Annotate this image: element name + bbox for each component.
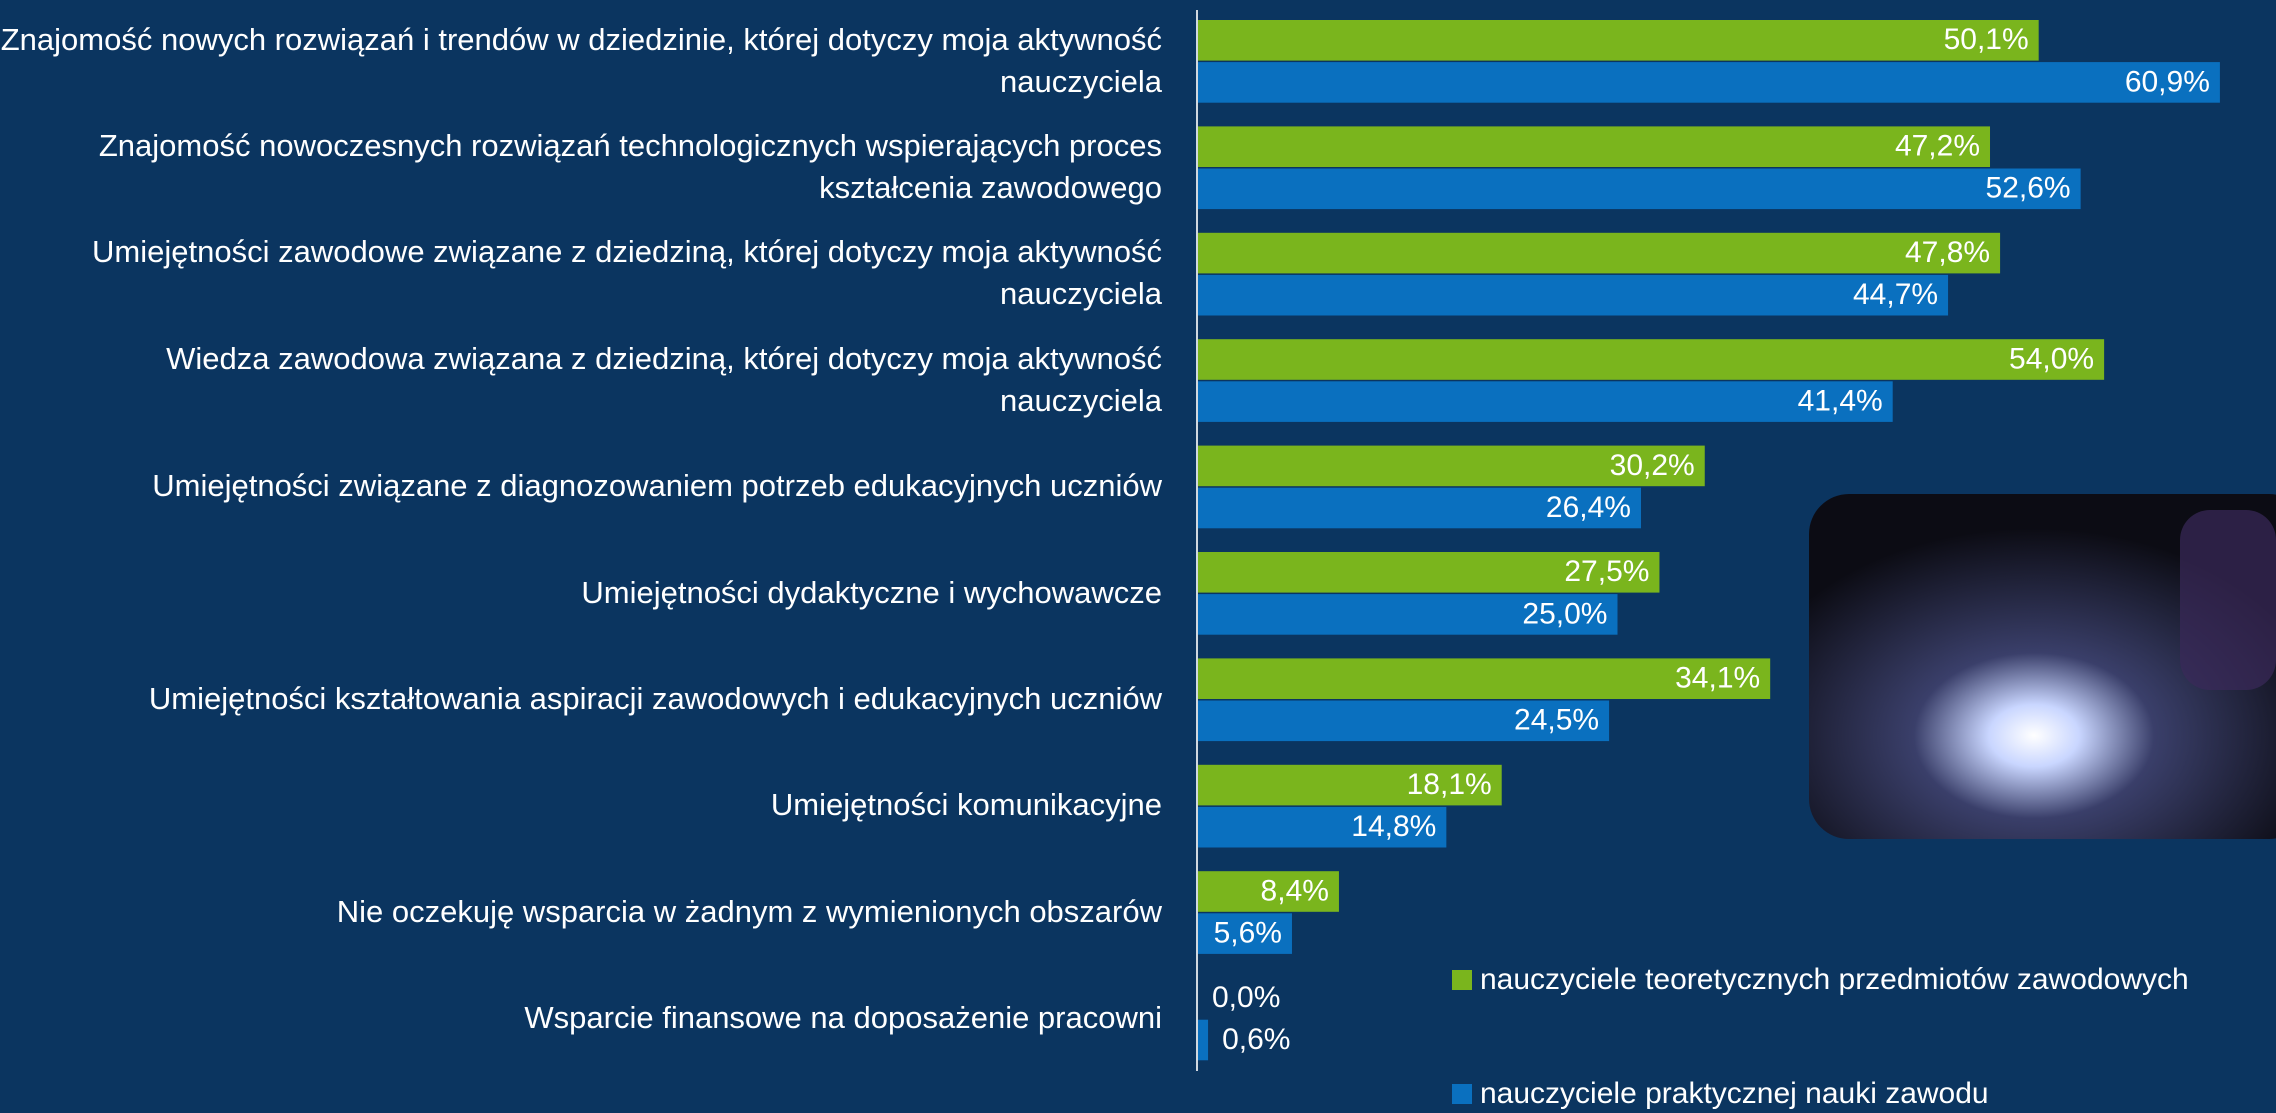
category-label: Umiejętności związane z diagnozowaniem p…	[152, 468, 1162, 504]
value-label: 30,2%	[1610, 449, 1695, 482]
value-label: 0,6%	[1222, 1023, 1290, 1056]
bar	[1198, 552, 1660, 593]
category-label: Umiejętności zawodowe związane z dziedzi…	[92, 234, 1162, 312]
legend-label: nauczyciele praktycznej nauki zawodu	[1480, 1077, 1989, 1110]
bar	[1198, 594, 1618, 635]
category-label: Umiejętności komunikacyjne	[770, 787, 1162, 823]
value-label: 44,7%	[1853, 278, 1938, 311]
value-label: 27,5%	[1564, 555, 1649, 588]
value-label: 5,6%	[1214, 917, 1282, 950]
bar	[1198, 700, 1610, 742]
category-label: Wiedza zawodowa związana z dziedziną, kt…	[166, 340, 1162, 418]
bar	[1198, 62, 2220, 103]
photo-detail	[2180, 510, 2276, 690]
bar	[1198, 806, 1447, 848]
value-label: 14,8%	[1351, 810, 1436, 843]
value-label: 47,2%	[1895, 130, 1980, 163]
value-label: 50,1%	[1944, 23, 2029, 56]
bar	[1198, 764, 1502, 806]
bar	[1198, 126, 1991, 167]
bar	[1198, 913, 1292, 954]
value-label: 52,6%	[1986, 172, 2071, 205]
bar	[1198, 487, 1641, 529]
bar	[1198, 168, 2081, 210]
value-label: 24,5%	[1514, 704, 1599, 737]
bar	[1198, 232, 2001, 274]
value-label: 18,1%	[1407, 768, 1492, 801]
bar	[1198, 445, 1705, 487]
bar	[1198, 339, 2105, 380]
value-label: 47,8%	[1905, 236, 1990, 269]
value-label: 41,4%	[1798, 385, 1883, 418]
bar	[1198, 381, 1893, 422]
value-label: 54,0%	[2009, 342, 2094, 375]
value-label: 26,4%	[1546, 491, 1631, 524]
bar	[1198, 274, 1949, 316]
legend-label: nauczyciele teoretycznych przedmiotów za…	[1480, 963, 2189, 996]
category-label: Nie oczekuję wsparcia w żadnym z wymieni…	[336, 893, 1162, 929]
category-label: Znajomość nowoczesnych rozwiązań technol…	[98, 128, 1162, 205]
category-label: Wsparcie finansowe na doposażenie pracow…	[524, 1000, 1162, 1036]
bar	[1198, 658, 1771, 699]
value-label: 25,0%	[1522, 597, 1607, 630]
category-label: Umiejętności dydaktyczne i wychowawcze	[581, 574, 1162, 610]
category-label: Znajomość nowych rozwiązań i trendów w d…	[0, 21, 1162, 99]
bar	[1198, 1019, 1209, 1061]
value-label: 34,1%	[1675, 662, 1760, 695]
value-label: 8,4%	[1261, 874, 1329, 907]
category-label: Umiejętności kształtowania aspiracji zaw…	[148, 681, 1162, 716]
value-label: 60,9%	[2125, 65, 2210, 98]
value-label: 0,0%	[1212, 981, 1280, 1014]
photo	[1809, 494, 2276, 839]
bar	[1198, 871, 1339, 912]
bar	[1198, 20, 2039, 61]
legend-swatch	[1452, 1084, 1472, 1104]
legend-swatch	[1452, 970, 1472, 990]
